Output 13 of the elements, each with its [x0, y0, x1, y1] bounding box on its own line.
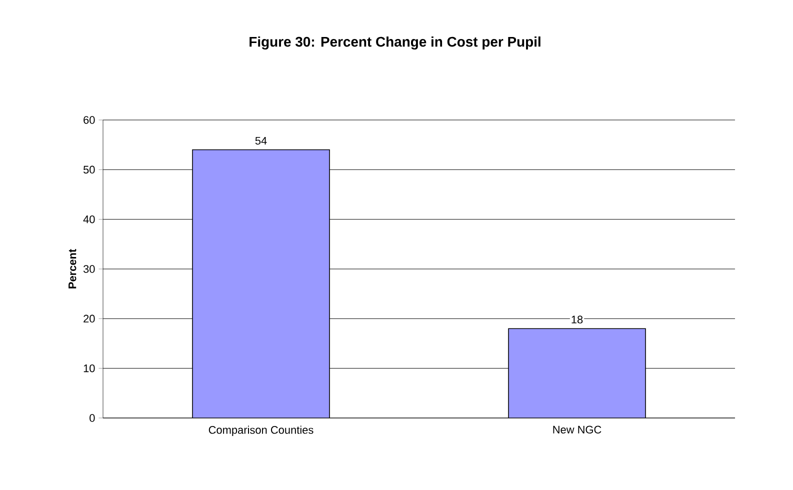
x-tick-label: Comparison Counties [208, 426, 314, 436]
chart-title: Figure 30: Percent Change in Cost per Pupil [250, 36, 540, 50]
data-label: 18 [572, 316, 583, 324]
y-tick-label: 20 [84, 314, 95, 323]
y-tick-label: 10 [84, 364, 95, 372]
x-tick-label: New NGC [553, 426, 602, 434]
y-axis-title: Percent [68, 249, 76, 288]
y-tick-label: 50 [83, 166, 95, 174]
y-tick-label: 0 [90, 414, 95, 422]
data-label: 54 [255, 136, 267, 145]
y-tick-label: 30 [83, 265, 95, 273]
y-tick-label: 60 [84, 116, 95, 124]
y-tick-label: 40 [83, 215, 95, 224]
